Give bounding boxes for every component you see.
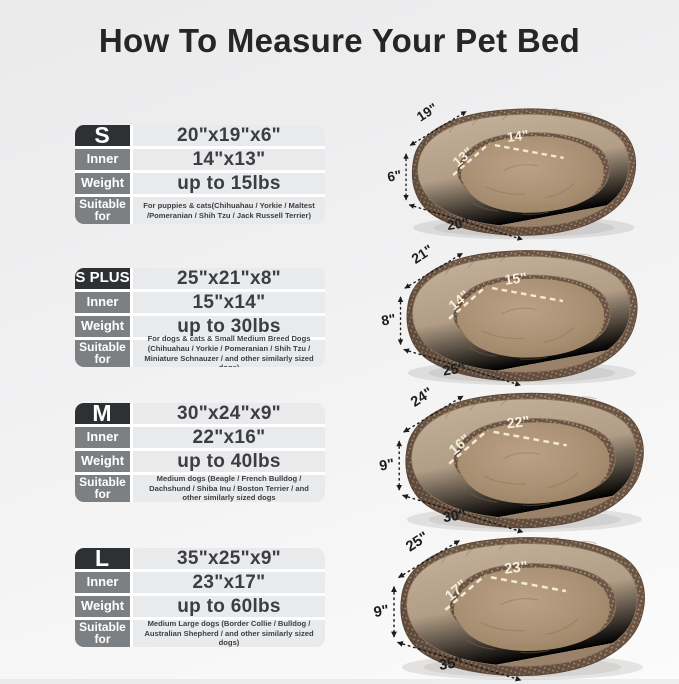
inner-value: 22"x16" <box>133 427 325 448</box>
suitable-value: Medium dogs (Beagle / French Bulldog / D… <box>133 474 325 502</box>
suitable-label: Suitable for <box>75 475 130 502</box>
dim-label-inner-width: 23" <box>503 559 528 578</box>
size-label: S <box>75 125 130 146</box>
inner-label: Inner <box>75 572 130 593</box>
weight-value: up to 40lbs <box>133 451 325 472</box>
dim-label-top: 25" <box>403 529 431 555</box>
dim-label-side: 6" <box>386 167 402 184</box>
weight-value: up to 15lbs <box>133 173 325 194</box>
dim-label-side: 9" <box>378 456 395 474</box>
bed-photo-s: 19" 6" 20" 13" 14" <box>386 100 658 243</box>
weight-label: Weight <box>75 451 130 472</box>
weight-label: Weight <box>75 173 130 194</box>
dim-label-top: 21" <box>408 241 435 267</box>
suitable-label: Suitable for <box>75 340 130 367</box>
weight-value: up to 30lbs <box>133 316 325 337</box>
size-table-m: M 30"x24"x9" Inner 22"x16" Weight up to … <box>75 403 325 502</box>
inner-value: 14"x13" <box>133 149 325 170</box>
size-label: S PLUS <box>75 268 130 289</box>
suitable-value: Medium Large dogs (Border Collie / Bulld… <box>133 619 325 647</box>
dim-label-bottom: 25" <box>442 359 466 378</box>
size-table-s: S 20"x19"x6" Inner 14"x13" Weight up to … <box>75 125 325 224</box>
size-dimensions: 20"x19"x6" <box>133 125 325 146</box>
size-dimensions: 35"x25"x9" <box>133 548 325 569</box>
dim-label-inner-width: 15" <box>504 269 528 288</box>
dim-label-inner-width: 14" <box>506 127 529 145</box>
inner-value: 23"x17" <box>133 572 325 593</box>
suitable-label: Suitable for <box>75 620 130 647</box>
suitable-value: For dogs & cats & Small Medium Breed Dog… <box>133 334 325 367</box>
suitable-label: Suitable for <box>75 197 130 224</box>
inner-label: Inner <box>75 149 130 170</box>
dim-label-bottom: 20" <box>446 215 470 233</box>
size-dimensions: 30"x24"x9" <box>133 403 325 424</box>
inner-label: Inner <box>75 427 130 448</box>
bed-photo-m: 24" 9" 30" 16" 22" <box>378 385 667 536</box>
size-label: L <box>75 548 130 569</box>
size-label: M <box>75 403 130 424</box>
suitable-value: For puppies & cats(Chihuahau / Yorkie / … <box>133 197 325 224</box>
bed-photo-splus: 21" 8" 25" 14" 15" <box>380 241 660 389</box>
size-dimensions: 25"x21"x8" <box>133 268 325 289</box>
dim-label-side: 8" <box>380 310 397 328</box>
weight-label: Weight <box>75 596 130 617</box>
dim-label-inner-width: 22" <box>506 414 531 433</box>
weight-label: Weight <box>75 316 130 337</box>
weight-value: up to 60lbs <box>133 596 325 617</box>
page-title: How To Measure Your Pet Bed <box>98 22 581 59</box>
dim-label-side: 9" <box>373 603 391 621</box>
dim-label-top: 24" <box>408 385 436 411</box>
inner-label: Inner <box>75 292 130 313</box>
inner-value: 15"x14" <box>133 292 325 313</box>
bed-photo-l: 25" 9" 35" 17" 23" <box>373 529 669 684</box>
size-table-splus: S PLUS 25"x21"x8" Inner 15"x14" Weight u… <box>75 268 325 367</box>
dim-label-bottom: 35" <box>438 654 464 673</box>
size-table-l: L 35"x25"x9" Inner 23"x17" Weight up to … <box>75 548 325 647</box>
dim-label-top: 19" <box>414 100 440 124</box>
dim-label-bottom: 30" <box>442 507 467 526</box>
